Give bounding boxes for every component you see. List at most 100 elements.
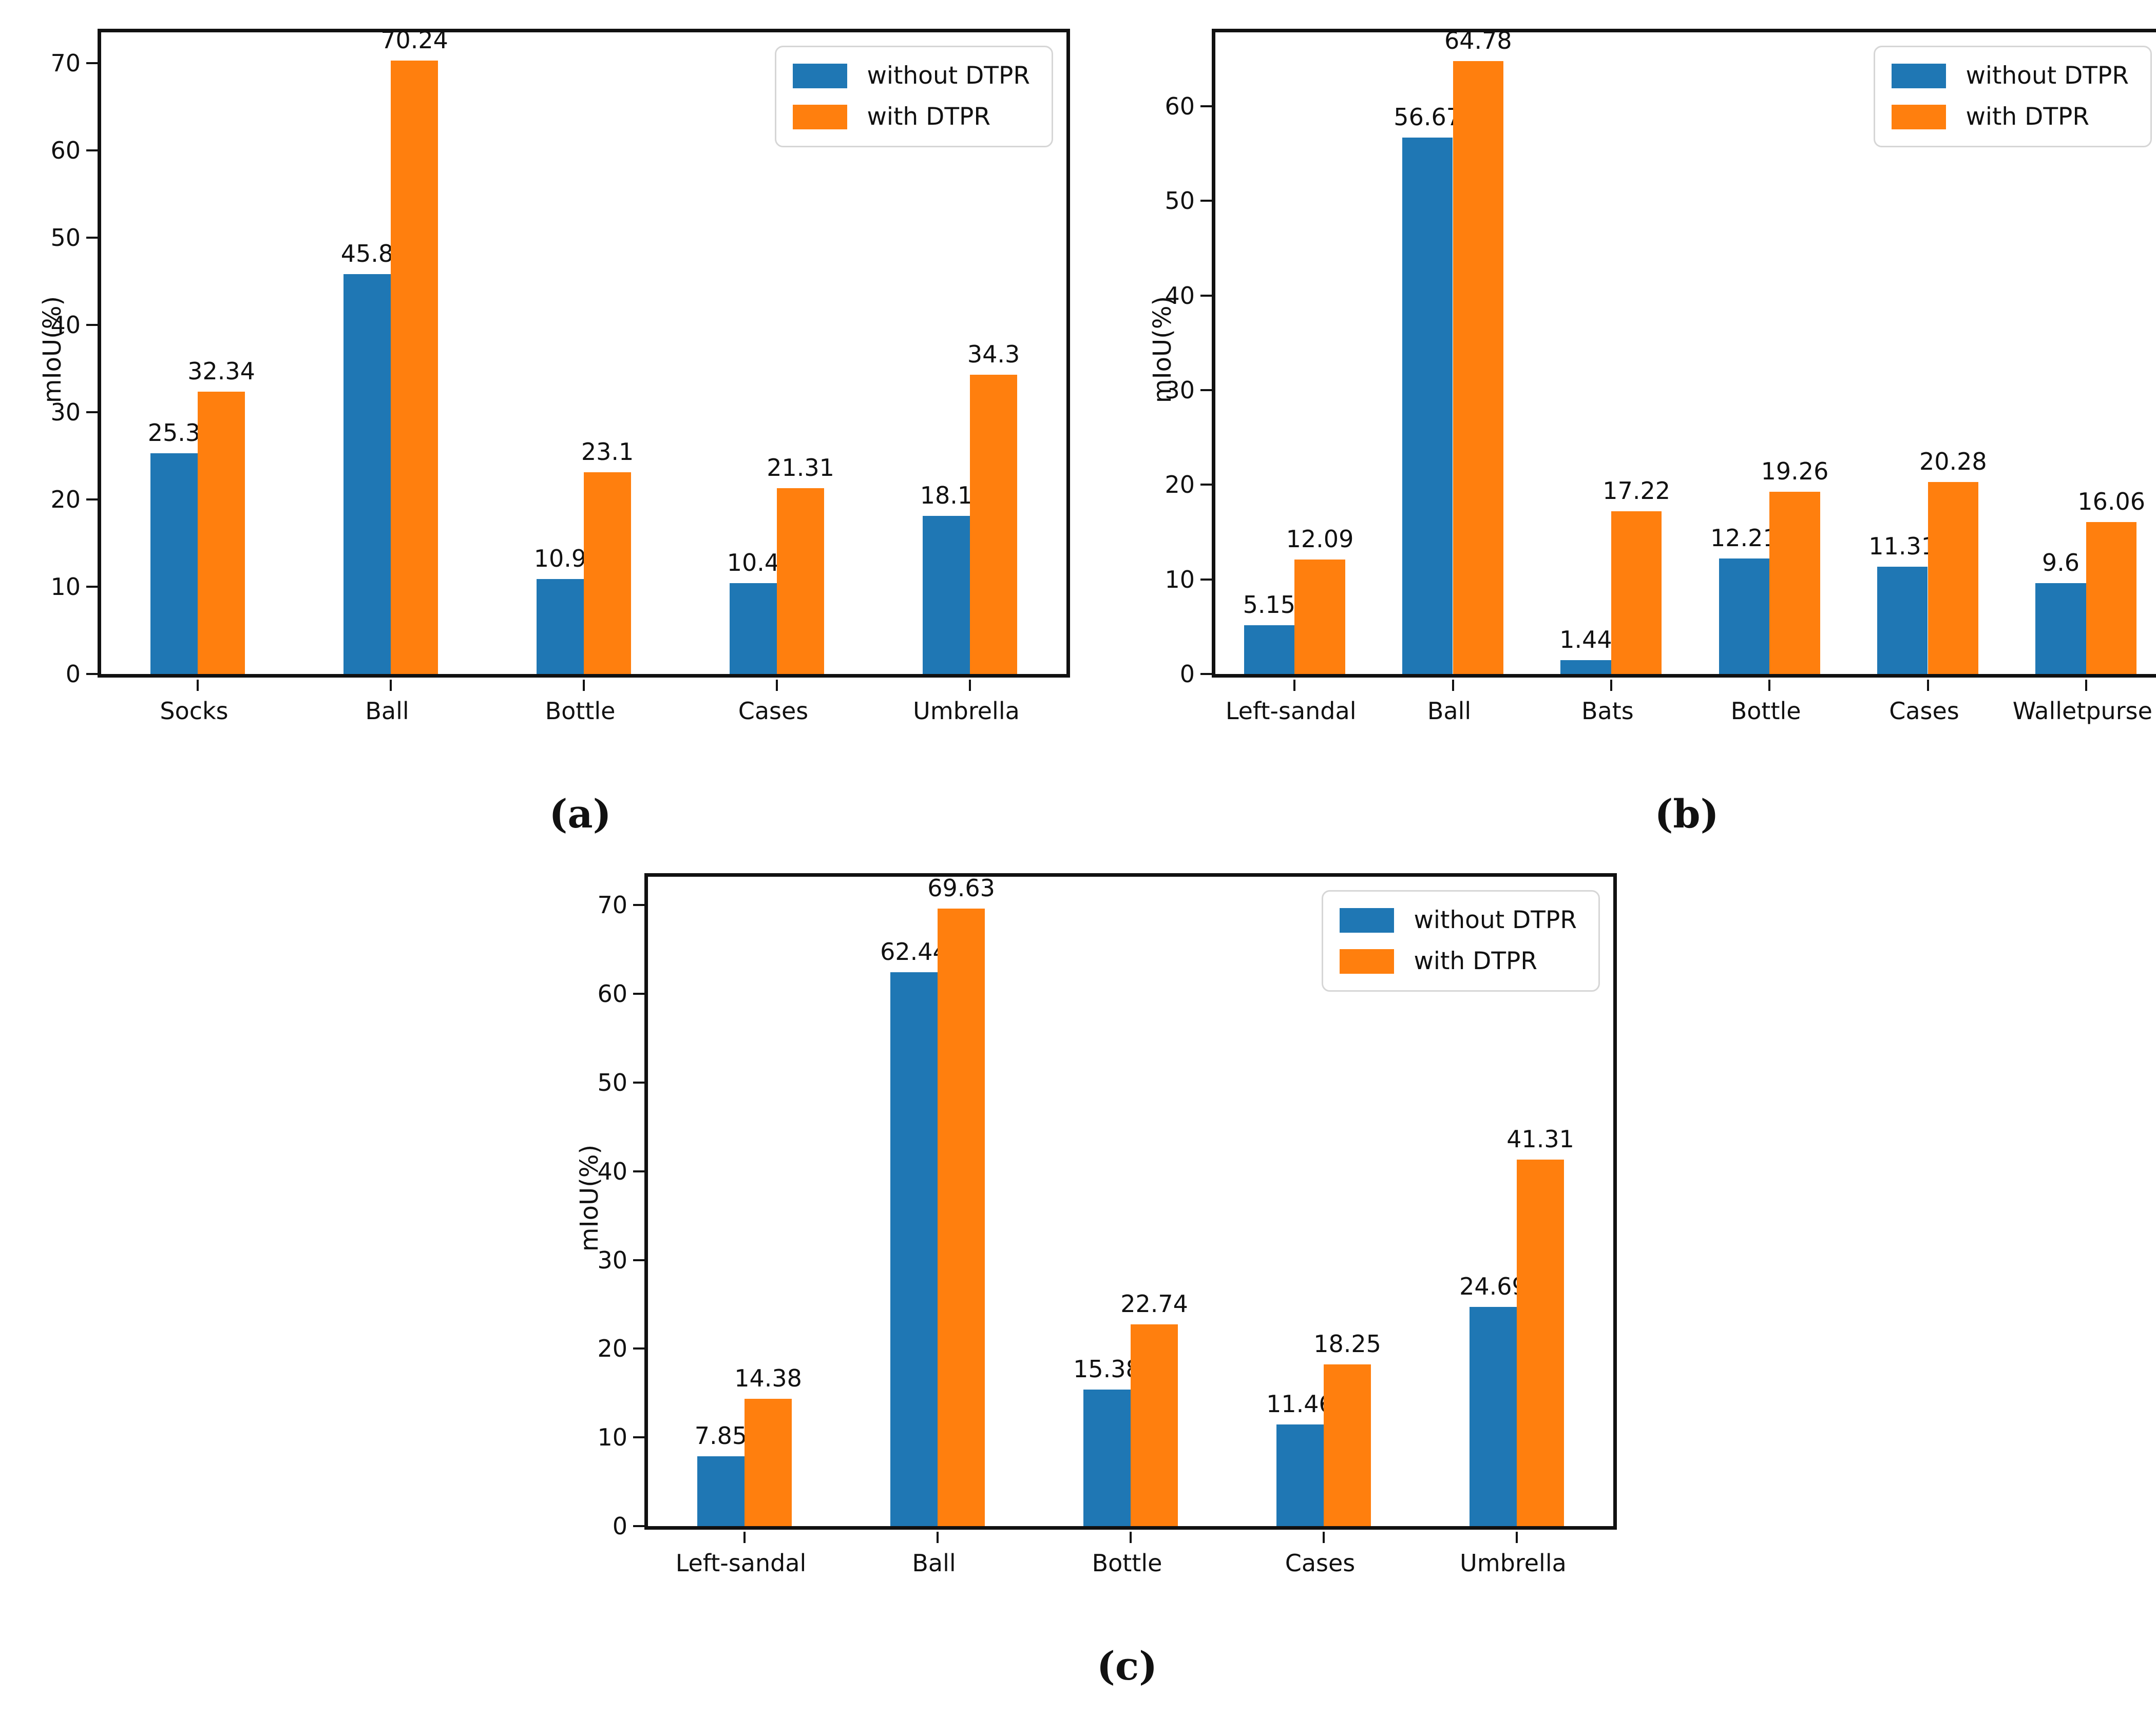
axis-ticks-layer: 0 10 20 30 40 50 60 70 — [50, 32, 1066, 691]
legend-swatch-with-dtpr — [1892, 105, 1947, 129]
bar-value-with-dtpr-umbrella: 34.3 — [967, 340, 1020, 368]
y-tick-label-50: 50 — [1165, 187, 1195, 215]
subfigure-caption-c: (c) — [1096, 1643, 1158, 1689]
bar-with-dtpr-umbrella — [1517, 1160, 1564, 1526]
bar-without-dtpr-bottle — [1719, 558, 1770, 674]
bar-value-with-dtpr-left-sandal: 14.38 — [734, 1364, 802, 1392]
legend-swatch-without-dtpr — [1340, 908, 1395, 933]
y-tick-label-30: 30 — [50, 398, 81, 426]
bars-layer: 7.85 14.38 62.44 69.63 15.38 22.74 11.46 18.25 2… — [648, 874, 1613, 1526]
x-tick-mark-bottle — [1130, 1532, 1132, 1543]
x-label-ball: Ball — [365, 697, 409, 725]
plot-area-b: 0 10 20 30 40 50 60 5.15 12.09 56.67 64.78 1.44 17.… — [1165, 27, 2156, 691]
bar-value-without-dtpr-left-sandal: 5.15 — [1243, 591, 1296, 619]
bar-with-dtpr-cases — [1928, 482, 1979, 674]
legend-label-with-dtpr: with DTPR — [1414, 947, 1538, 975]
bar-without-dtpr-walletpurse — [2035, 583, 2086, 674]
subfigure-caption-b: (b) — [1654, 791, 1719, 837]
x-tick-mark-umbrella — [1516, 1532, 1518, 1543]
x-label-left-sandal: Left-sandal — [675, 1549, 807, 1577]
legend-label-with-dtpr: with DTPR — [867, 103, 991, 131]
legend: without DTPR with DTPR — [1322, 890, 1600, 992]
bar-value-without-dtpr-umbrella: 24.69 — [1459, 1273, 1527, 1301]
legend-item-without-dtpr: without DTPR — [1340, 907, 1577, 934]
x-label-cases: Cases — [1285, 1549, 1356, 1577]
bar-value-without-dtpr-umbrella: 18.1 — [920, 481, 973, 510]
x-label-bottle: Bottle — [1730, 697, 1801, 725]
y-tick-mark-20 — [633, 1347, 644, 1350]
y-tick-mark-20 — [86, 498, 98, 500]
y-tick-label-20: 20 — [1165, 471, 1195, 499]
bar-without-dtpr-bottle — [1083, 1390, 1131, 1526]
y-tick-label-30: 30 — [1165, 376, 1195, 404]
bar-with-dtpr-left-sandal — [745, 1398, 792, 1526]
subfigure-caption-a: (a) — [549, 791, 612, 837]
x-label-bats: Bats — [1581, 697, 1634, 725]
legend-item-without-dtpr: without DTPR — [793, 63, 1030, 89]
y-tick-label-20: 20 — [50, 485, 81, 513]
legend-item-without-dtpr: without DTPR — [1892, 63, 2129, 89]
bar-with-dtpr-left-sandal — [1294, 560, 1345, 674]
legend-label-with-dtpr: with DTPR — [1966, 103, 2090, 131]
subfigure-c: mIoU(%) 0 10 20 30 40 50 60 70 7.85 14.38 62.44 69… — [560, 858, 1638, 1715]
x-tick-mark-cases — [1926, 680, 1929, 691]
y-tick-mark-40 — [1200, 294, 1212, 297]
y-tick-label-40: 40 — [1165, 281, 1195, 310]
bar-without-dtpr-ball — [890, 972, 938, 1526]
y-tick-label-50: 50 — [50, 223, 81, 252]
bar-value-with-dtpr-cases: 18.25 — [1313, 1329, 1381, 1358]
x-label-bottle: Bottle — [545, 697, 616, 725]
bar-without-dtpr-bottle — [536, 579, 584, 674]
y-tick-label-0: 0 — [65, 660, 81, 688]
legend-swatch-without-dtpr — [1892, 64, 1947, 88]
y-tick-label-20: 20 — [597, 1335, 627, 1363]
bar-with-dtpr-cases — [777, 488, 825, 674]
bar-without-dtpr-left-sandal — [1244, 625, 1295, 674]
y-tick-label-10: 10 — [1165, 565, 1195, 593]
bar-value-with-dtpr-socks: 32.34 — [187, 357, 255, 385]
bar-value-without-dtpr-socks: 25.3 — [147, 418, 201, 447]
bar-value-with-dtpr-left-sandal: 12.09 — [1286, 525, 1354, 553]
y-tick-mark-30 — [633, 1259, 644, 1261]
bar-value-with-dtpr-cases: 21.31 — [767, 453, 834, 481]
bar-value-with-dtpr-cases: 20.28 — [1919, 448, 1987, 476]
bar-with-dtpr-cases — [1324, 1364, 1371, 1526]
bar-without-dtpr-bats — [1560, 660, 1611, 674]
bar-value-without-dtpr-left-sandal: 7.85 — [694, 1422, 748, 1450]
bar-value-without-dtpr-bottle: 12.21 — [1710, 524, 1778, 552]
bar-with-dtpr-bottle — [1769, 491, 1820, 674]
bar-value-without-dtpr-ball: 62.44 — [880, 937, 948, 966]
y-tick-mark-50 — [1200, 200, 1212, 202]
y-tick-mark-0 — [633, 1525, 644, 1527]
y-tick-mark-30 — [86, 411, 98, 413]
x-axis-labels: Left-sandal Ball Bats Bottle Cases Walletpurs… — [1212, 695, 2156, 732]
x-tick-mark-left-sandal — [743, 1532, 746, 1543]
legend-item-with-dtpr: with DTPR — [1340, 948, 1577, 975]
bar-without-dtpr-socks — [150, 453, 198, 674]
x-tick-mark-walletpurse — [2085, 680, 2087, 691]
y-tick-label-70: 70 — [597, 891, 627, 919]
legend-item-with-dtpr: with DTPR — [1892, 104, 2129, 130]
bar-value-without-dtpr-ball: 56.67 — [1394, 103, 1461, 131]
legend-item-with-dtpr: with DTPR — [793, 104, 1030, 130]
subfigure-b: mIoU(%) 0 10 20 30 40 50 60 5.15 12.09 56.67 64.7… — [1109, 13, 2156, 858]
x-tick-mark-umbrella — [969, 680, 971, 691]
bar-without-dtpr-cases — [1877, 567, 1928, 674]
bar-value-with-dtpr-umbrella: 41.31 — [1506, 1125, 1574, 1153]
legend-label-without-dtpr: without DTPR — [1414, 906, 1577, 934]
y-tick-mark-10 — [633, 1436, 644, 1439]
bar-value-with-dtpr-bottle: 22.74 — [1120, 1290, 1188, 1318]
bar-value-without-dtpr-ball: 45.8 — [340, 240, 394, 268]
x-label-walletpurse: Walletpurse — [2012, 697, 2152, 725]
x-axis-labels: Left-sandal Ball Bottle Cases Umbrella — [644, 1547, 1610, 1584]
x-tick-mark-ball — [937, 1532, 939, 1543]
y-tick-mark-40 — [633, 1170, 644, 1172]
x-axis-labels: Socks Ball Bottle Cases Umbrella — [98, 695, 1063, 732]
x-tick-mark-socks — [197, 680, 199, 691]
bar-value-without-dtpr-cases: 10.4 — [727, 549, 780, 577]
y-tick-label-10: 10 — [50, 572, 81, 601]
bar-value-without-dtpr-cases: 11.31 — [1868, 532, 1936, 561]
bar-without-dtpr-ball — [1402, 138, 1453, 674]
bar-with-dtpr-walletpurse — [2086, 522, 2137, 674]
